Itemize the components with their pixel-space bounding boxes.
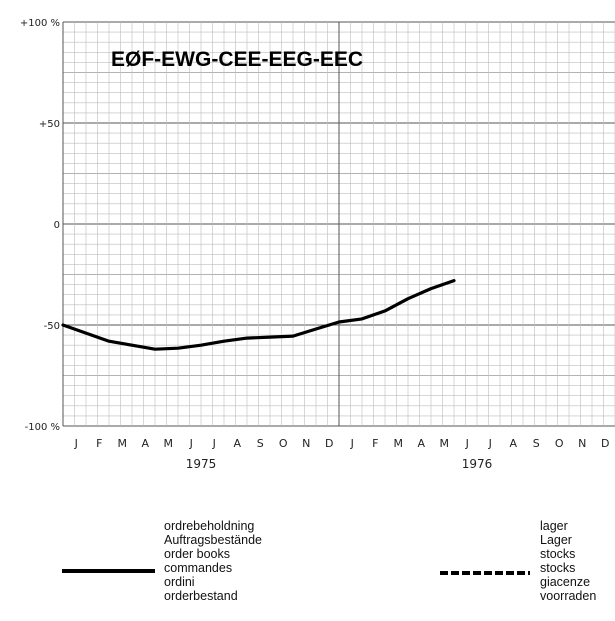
legend-dashed-label: giacenze	[540, 575, 590, 589]
legend-dashed-label: stocks	[540, 561, 575, 575]
x-tick-label: J	[465, 437, 470, 450]
legend-dashed-label: voorraden	[540, 589, 596, 603]
x-tick-label: M	[164, 437, 174, 450]
legend-dashed-label: stocks	[540, 547, 575, 561]
x-tick-label: S	[257, 437, 264, 450]
x-tick-label: J	[212, 437, 217, 450]
y-tick-label: +100 %	[20, 18, 60, 29]
x-year-label: 1976	[462, 457, 493, 471]
y-tick-label: -50	[44, 321, 60, 332]
series-line-order-books	[61, 279, 456, 351]
x-tick-label: J	[189, 437, 194, 450]
x-tick-label: F	[372, 437, 379, 450]
x-tick-label: J	[488, 437, 493, 450]
x-tick-label: N	[302, 437, 311, 450]
x-tick-label: J	[350, 437, 355, 450]
legend-solid-label: ordini	[164, 575, 195, 589]
x-tick-label: A	[417, 437, 425, 450]
x-tick-label: O	[279, 437, 288, 450]
x-tick-label: D	[601, 437, 610, 450]
x-tick-label: N	[578, 437, 587, 450]
x-tick-label: J	[74, 437, 79, 450]
legend-solid-label: ordrebeholdning	[164, 519, 254, 533]
x-tick-label: S	[533, 437, 540, 450]
legend-dashed-label: lager	[540, 519, 568, 533]
y-tick-label: -100 %	[25, 422, 60, 433]
x-tick-label: A	[509, 437, 517, 450]
x-tick-label: A	[233, 437, 241, 450]
legend-solid-label: order books	[164, 547, 230, 561]
grid	[62, 21, 615, 427]
series-layer	[61, 279, 456, 351]
y-tick-label: 0	[54, 220, 60, 231]
legend-dashed-label: Lager	[540, 533, 572, 547]
x-year-label: 1975	[186, 457, 217, 471]
x-tick-label: M	[440, 437, 450, 450]
x-tick-label: M	[118, 437, 128, 450]
x-tick-label: O	[555, 437, 564, 450]
y-axis-tick-labels: +100 % +50 0 -50 -100 %	[20, 18, 60, 433]
legend-solid-label: orderbestand	[164, 589, 238, 603]
x-tick-label: F	[96, 437, 103, 450]
x-tick-label: A	[141, 437, 149, 450]
x-tick-label: D	[325, 437, 334, 450]
y-tick-label: +50	[39, 119, 60, 130]
chart-title: EØF-EWG-CEE-EEG-EEC	[111, 48, 363, 71]
x-axis-year-labels: 1975 1976	[186, 457, 493, 471]
legend-solid-label: commandes	[164, 561, 232, 575]
legend-solid-label: Auftragsbestände	[164, 533, 262, 547]
x-tick-label: M	[394, 437, 404, 450]
